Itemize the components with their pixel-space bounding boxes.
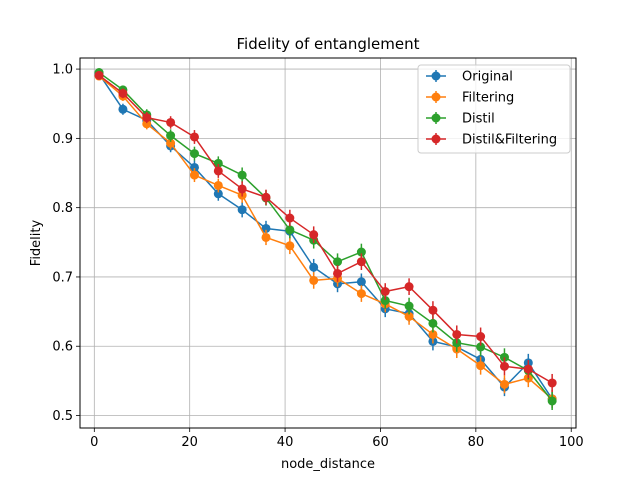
legend-marker (431, 134, 441, 144)
data-point (189, 149, 199, 159)
data-point (428, 318, 438, 328)
data-point (476, 332, 486, 342)
data-point (499, 379, 509, 389)
data-point (189, 132, 199, 142)
x-tick-label: 60 (372, 435, 389, 450)
data-point (237, 170, 247, 180)
legend-label: Filtering (462, 91, 514, 106)
legend-label: Distil&Filtering (462, 133, 557, 148)
data-point (237, 205, 247, 215)
data-point (356, 277, 366, 287)
data-point (499, 361, 509, 371)
legend-box (417, 64, 571, 154)
data-point (189, 162, 199, 172)
x-tick-label: 80 (468, 435, 485, 450)
data-point (94, 70, 104, 80)
data-point (309, 230, 319, 240)
data-point (285, 241, 295, 251)
axis-ticks: 0 20 40 60 80 100 0.5 0.6 0.7 0.8 0.9 1.0 (52, 63, 583, 450)
data-point (356, 289, 366, 299)
data-point (237, 184, 247, 194)
data-point (309, 275, 319, 285)
data-point (261, 232, 271, 242)
y-tick-label: 1.0 (52, 63, 73, 78)
data-point (309, 262, 319, 272)
legend-label: Distil (462, 112, 495, 127)
series-3 (94, 70, 557, 392)
data-point (213, 189, 223, 199)
data-point (285, 225, 295, 235)
data-point (142, 113, 152, 123)
x-tick-label: 0 (90, 435, 98, 450)
series-line (98, 75, 553, 400)
data-point (428, 305, 438, 315)
data-point (547, 378, 557, 388)
y-tick-label: 0.6 (52, 340, 73, 355)
data-point (547, 396, 557, 406)
y-tick-label: 0.5 (52, 409, 73, 424)
data-point (213, 158, 223, 168)
data-point (166, 117, 176, 127)
data-point (333, 268, 343, 278)
legend: Original Filtering Distil Distil&Filtering (417, 64, 571, 154)
data-point (189, 170, 199, 180)
data-point (333, 257, 343, 267)
plot-frame (79, 57, 577, 429)
x-tick-label: 40 (277, 435, 294, 450)
data-point (261, 223, 271, 233)
legend-marker (431, 92, 441, 102)
data-point (213, 180, 223, 190)
data-point (118, 104, 128, 114)
legend-marker (431, 71, 441, 81)
data-point (356, 257, 366, 267)
data-point (213, 166, 223, 176)
data-point (523, 364, 533, 374)
data-point (404, 311, 414, 321)
data-point (476, 361, 486, 371)
legend-label: Original (462, 70, 513, 85)
y-axis-label: Fidelity (29, 219, 44, 266)
data-point (380, 287, 390, 297)
x-tick-label: 100 (559, 435, 584, 450)
data-point (404, 282, 414, 292)
y-tick-label: 0.9 (52, 132, 73, 147)
data-point (356, 247, 366, 257)
data-point (285, 213, 295, 223)
y-tick-label: 0.7 (52, 270, 73, 285)
data-point (380, 296, 390, 306)
chart-title: Fidelity of entanglement (236, 35, 419, 53)
data-point (166, 131, 176, 141)
series-group (94, 68, 557, 410)
data-point (166, 138, 176, 148)
data-point (118, 88, 128, 98)
data-point (428, 329, 438, 339)
data-point (404, 301, 414, 311)
y-tick-label: 0.8 (52, 201, 73, 216)
data-point (476, 342, 486, 352)
data-point (261, 192, 271, 202)
data-point (452, 329, 462, 339)
legend-marker (431, 113, 441, 123)
data-point (142, 119, 152, 129)
x-axis-label: node_distance (281, 457, 375, 472)
x-tick-label: 20 (181, 435, 198, 450)
